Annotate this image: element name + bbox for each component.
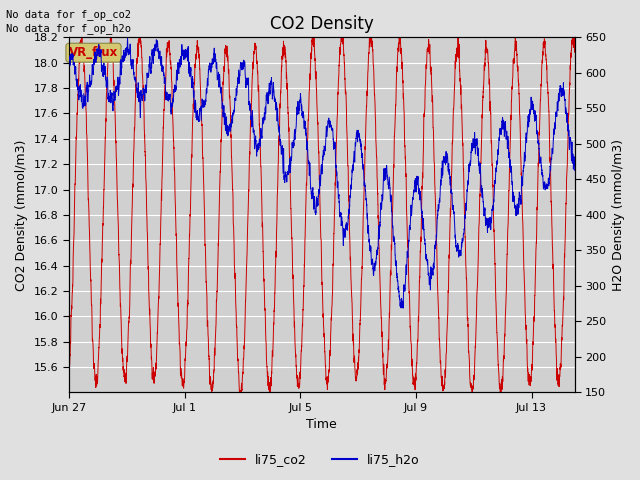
Text: No data for f_op_h2o: No data for f_op_h2o (6, 23, 131, 34)
Text: No data for f_op_co2: No data for f_op_co2 (6, 9, 131, 20)
Title: CO2 Density: CO2 Density (270, 15, 374, 33)
X-axis label: Time: Time (307, 419, 337, 432)
Text: VR_flux: VR_flux (69, 46, 118, 59)
Y-axis label: H2O Density (mmol/m3): H2O Density (mmol/m3) (612, 139, 625, 291)
Legend: li75_co2, li75_h2o: li75_co2, li75_h2o (215, 448, 425, 471)
Y-axis label: CO2 Density (mmol/m3): CO2 Density (mmol/m3) (15, 139, 28, 290)
